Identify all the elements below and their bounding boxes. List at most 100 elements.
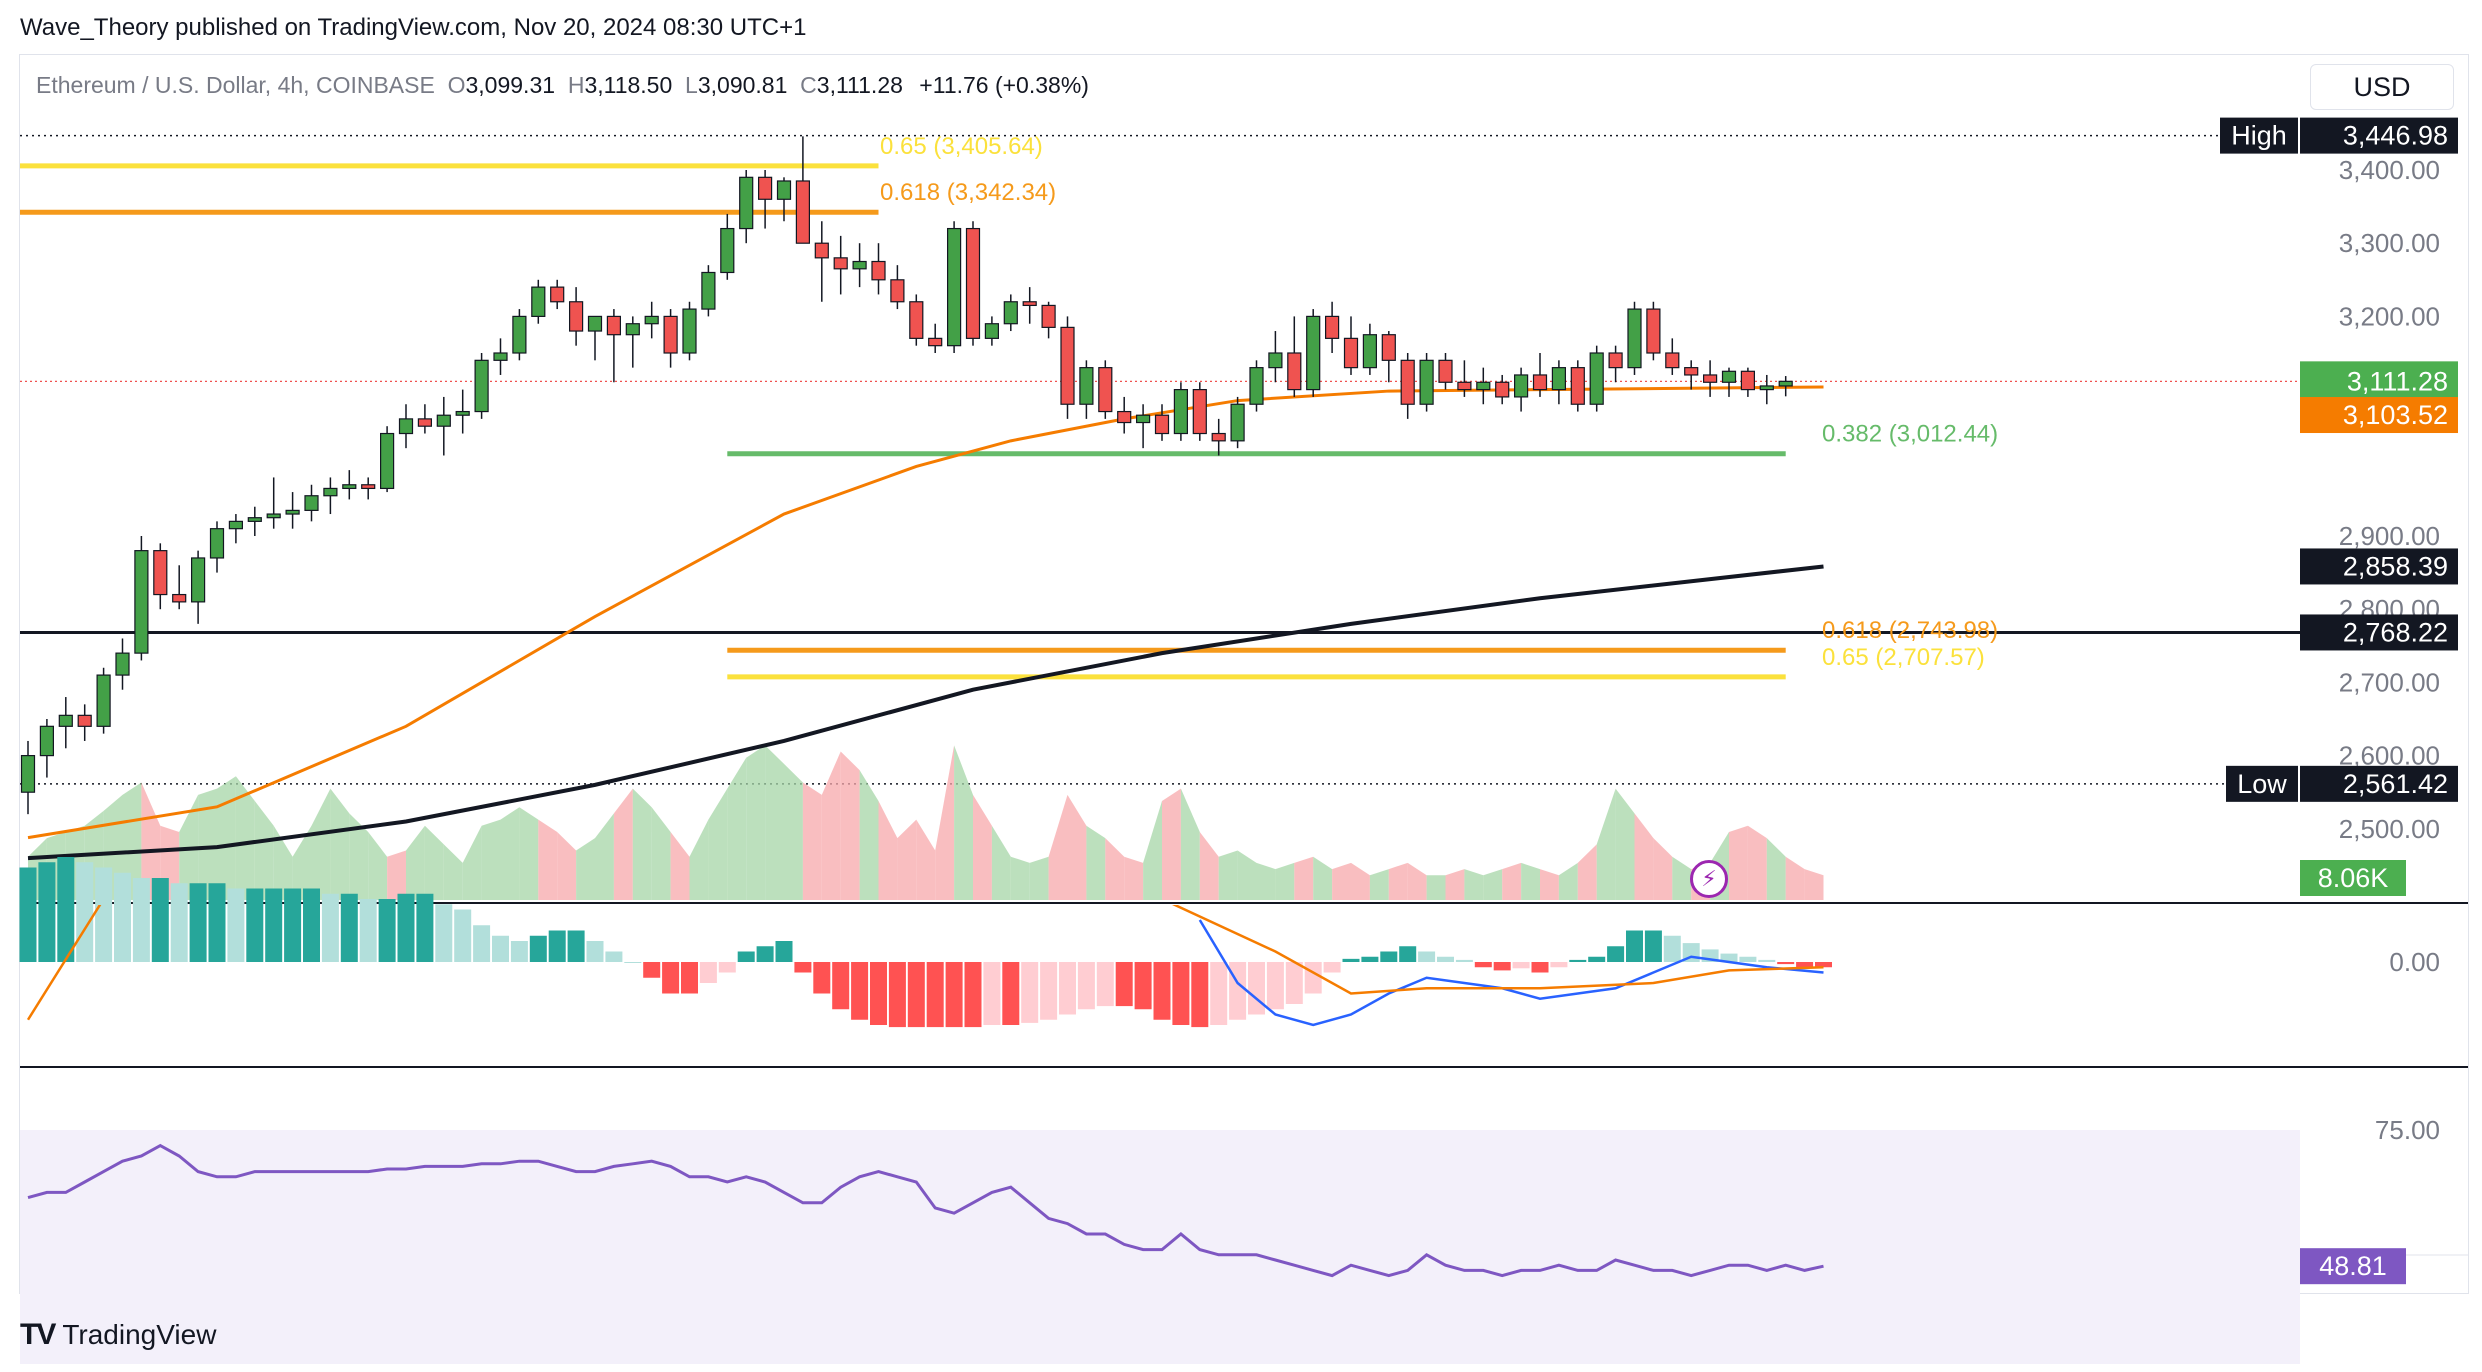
macd-histogram-bar bbox=[1493, 962, 1511, 971]
rsi-level-label: 75.00 bbox=[2375, 1115, 2440, 1145]
brand-name: TradingView bbox=[62, 1319, 217, 1350]
macd-histogram-bar bbox=[151, 878, 169, 962]
volume-area-segment bbox=[802, 782, 822, 900]
candle-body bbox=[1665, 352, 1680, 369]
volume-area-segment bbox=[1577, 844, 1597, 900]
volume-area-segment bbox=[254, 801, 274, 900]
candle-body bbox=[1684, 367, 1699, 376]
macd-histogram-bar bbox=[76, 862, 94, 962]
candle-body bbox=[965, 227, 981, 339]
candle-body bbox=[285, 509, 300, 515]
symbol-name[interactable]: Ethereum / U.S. Dollar, 4h, COINBASE bbox=[36, 72, 435, 98]
volume-area-segment bbox=[821, 751, 841, 900]
volume-area-segment bbox=[595, 813, 614, 900]
candle-body bbox=[1135, 414, 1151, 424]
tradingview-logo-icon: TV bbox=[20, 1318, 56, 1351]
macd-histogram-bar bbox=[1002, 962, 1020, 1025]
volume-area-segment bbox=[1464, 869, 1484, 900]
macd-histogram-bar bbox=[1512, 962, 1530, 969]
candle-body bbox=[720, 227, 735, 274]
volume-area-segment bbox=[632, 788, 652, 900]
y-tick-label: 3,200.00 bbox=[2339, 301, 2440, 331]
macd-histogram-bar bbox=[813, 962, 831, 994]
macd-histogram-bar bbox=[227, 888, 245, 962]
macd-histogram-bar bbox=[605, 951, 623, 962]
candle-body bbox=[153, 550, 168, 596]
currency-button[interactable]: USD bbox=[2310, 64, 2454, 110]
macd-histogram-bar bbox=[1059, 962, 1076, 1015]
volume-area-segment bbox=[122, 782, 142, 900]
macd-histogram-bar bbox=[189, 883, 207, 962]
macd-histogram-bar bbox=[340, 893, 358, 962]
volume-area-segment bbox=[897, 819, 917, 900]
change-value: +11.76 (+0.38%) bbox=[919, 72, 1089, 98]
volume-area-segment bbox=[1445, 869, 1465, 900]
candle-body bbox=[1362, 334, 1378, 369]
candle-body bbox=[795, 180, 811, 244]
candle-body bbox=[1324, 315, 1340, 339]
candle-body bbox=[814, 242, 829, 259]
high-badge-label: High bbox=[2231, 121, 2287, 151]
candle-body bbox=[1438, 359, 1453, 383]
macd-histogram-bar bbox=[643, 962, 661, 978]
volume-area-segment bbox=[1180, 788, 1200, 900]
macd-histogram-bar bbox=[737, 951, 755, 962]
macd-histogram-bar bbox=[208, 883, 226, 962]
ema50-price-tag: 3,103.52 bbox=[2343, 400, 2448, 430]
volume-area-segment bbox=[519, 807, 539, 900]
macd-histogram-bar bbox=[1266, 962, 1284, 1010]
volume-area-segment bbox=[1407, 862, 1427, 900]
candle-body bbox=[1627, 308, 1642, 369]
candle-body bbox=[247, 517, 262, 522]
high-value: 3,118.50 bbox=[584, 72, 673, 98]
low-label: L bbox=[685, 72, 698, 98]
macd-histogram-bar bbox=[945, 962, 963, 1028]
macd-histogram-bar bbox=[1796, 962, 1814, 968]
volume-area-segment bbox=[765, 745, 784, 900]
volume-area-segment bbox=[1596, 788, 1616, 900]
y-tick-label: 2,900.00 bbox=[2339, 521, 2440, 551]
macd-signal-line bbox=[26, 905, 1824, 1021]
candle-body bbox=[1249, 367, 1264, 405]
macd-histogram-bar bbox=[1361, 956, 1379, 962]
macd-histogram-bar bbox=[1115, 962, 1133, 1007]
volume-area-segment bbox=[273, 825, 293, 900]
high-price-tag-bg bbox=[2300, 117, 2458, 154]
y-tick-label: 3,300.00 bbox=[2339, 228, 2440, 258]
macd-histogram-bar bbox=[567, 930, 585, 962]
volume-area-segment bbox=[1426, 875, 1446, 900]
volume-area-segment bbox=[1218, 850, 1238, 900]
candle-body bbox=[1476, 381, 1491, 391]
lightning-icon[interactable]: ⚡ bbox=[1690, 860, 1728, 898]
candle-body bbox=[909, 301, 924, 339]
candle-body bbox=[493, 352, 508, 361]
volume-area-segment bbox=[1313, 856, 1333, 900]
candle-body bbox=[134, 550, 149, 654]
macd-histogram-bar bbox=[1531, 962, 1549, 973]
candle-body bbox=[115, 652, 130, 676]
candle-body bbox=[644, 315, 659, 325]
open-value: 3,099.31 bbox=[465, 72, 556, 98]
candle-body bbox=[1060, 326, 1075, 405]
candle-body bbox=[1778, 380, 1793, 387]
macd-histogram-bar bbox=[1474, 962, 1492, 968]
macd-histogram-bar bbox=[1191, 962, 1209, 1028]
volume-area-segment bbox=[330, 788, 350, 900]
volume-area-segment bbox=[217, 776, 236, 900]
candle-body bbox=[1381, 334, 1396, 361]
macd-zero-label: 0.00 bbox=[2389, 947, 2440, 977]
fib-level-label: 0.65 (3,405.64) bbox=[880, 133, 1043, 160]
candle-body bbox=[1117, 410, 1132, 424]
volume-area-segment bbox=[878, 801, 898, 900]
macd-histogram-bar bbox=[851, 962, 869, 1020]
volume-area-segment bbox=[424, 825, 444, 900]
low-badge-bg bbox=[2226, 765, 2298, 802]
volume-area-segment bbox=[1048, 794, 1068, 900]
macd-histogram-bar bbox=[756, 946, 774, 962]
macd-histogram-bar bbox=[321, 893, 339, 962]
ema200-price-tag: 2,858.39 bbox=[2343, 551, 2448, 581]
volume-area-segment bbox=[784, 763, 803, 900]
volume-area-segment bbox=[1521, 862, 1540, 900]
volume-area-segment bbox=[1199, 831, 1219, 900]
